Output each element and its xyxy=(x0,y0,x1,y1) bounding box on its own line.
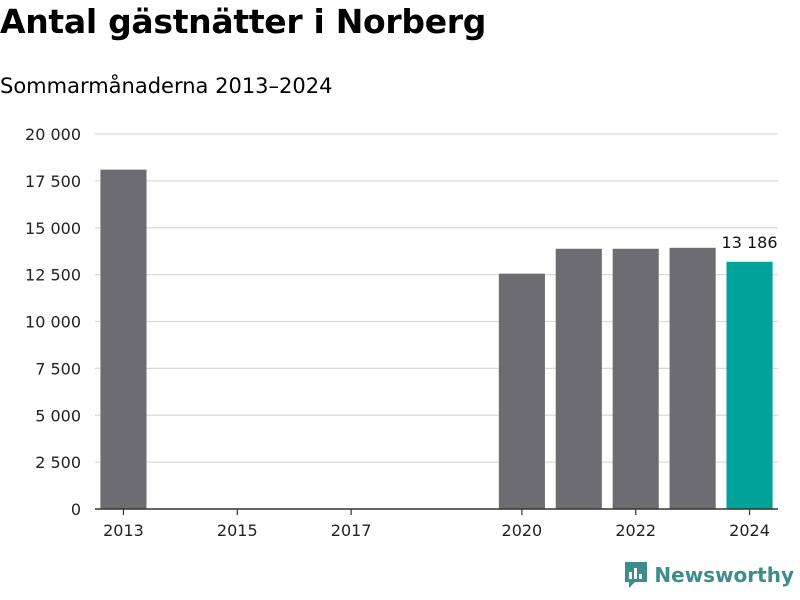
y-tick-label: 10 000 xyxy=(25,313,81,332)
x-tick-label: 2017 xyxy=(331,521,372,540)
x-tick-label: 2013 xyxy=(103,521,144,540)
chart-subtitle: Sommarmånaderna 2013–2024 xyxy=(0,74,333,98)
y-tick-label: 2 500 xyxy=(35,453,81,472)
y-tick-label: 0 xyxy=(71,500,81,519)
bar-2022 xyxy=(612,248,659,509)
x-tick-label: 2020 xyxy=(502,521,543,540)
bar-2020 xyxy=(498,273,545,509)
bar-2024 xyxy=(726,261,773,509)
y-tick-label: 5 000 xyxy=(35,406,81,425)
brand-logo: Newsworthy xyxy=(623,560,794,590)
x-tick-label: 2015 xyxy=(217,521,258,540)
bar-2021 xyxy=(555,248,602,509)
brand-name: Newsworthy xyxy=(654,563,794,587)
y-tick-label: 12 500 xyxy=(25,266,81,285)
bar-2023 xyxy=(669,247,716,509)
chart-speech-bubble-icon xyxy=(625,562,648,588)
bar-2013 xyxy=(100,169,147,509)
y-tick-label: 15 000 xyxy=(25,219,81,238)
y-tick-label: 7 500 xyxy=(35,359,81,378)
x-tick-label: 2022 xyxy=(615,521,656,540)
y-tick-label: 17 500 xyxy=(25,172,81,191)
data-label: 13 186 xyxy=(722,233,778,252)
chart-title: Antal gästnätter i Norberg xyxy=(0,2,487,41)
y-tick-label: 20 000 xyxy=(25,125,81,144)
x-tick-label: 2024 xyxy=(729,521,770,540)
